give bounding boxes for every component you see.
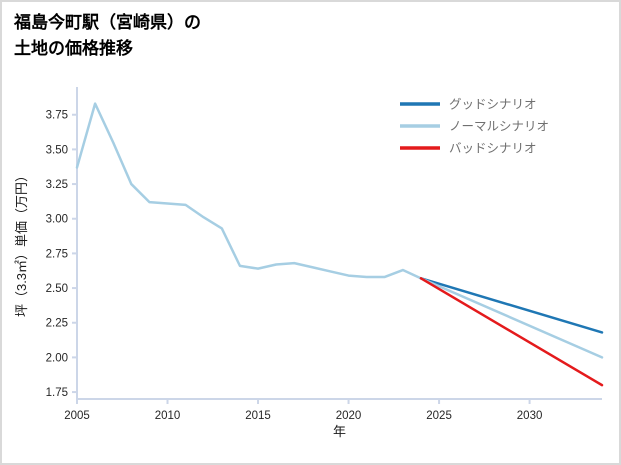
chart-title: 福島今町駅（宮崎県）の 土地の価格推移 [14, 10, 201, 61]
y-tick-label: 2.00 [46, 352, 68, 364]
x-tick-label: 2015 [245, 410, 271, 422]
y-tick-label: 2.25 [46, 318, 68, 330]
y-tick-label: 2.75 [46, 248, 68, 260]
y-axis-title: 坪（3.3㎡）単価（万円） [14, 169, 29, 317]
series-historical [75, 102, 423, 280]
y-tick-label: 3.25 [46, 179, 68, 191]
y-tick-label: 3.75 [46, 110, 68, 122]
x-axis-title: 年 [333, 424, 346, 439]
y-tick-label: 2.50 [46, 283, 68, 295]
chart-title-line1: 福島今町駅（宮崎県）の [14, 13, 201, 32]
x-tick-label: 2010 [155, 410, 181, 422]
legend-label: ノーマルシナリオ [449, 120, 549, 134]
y-tick-label: 1.75 [46, 387, 68, 399]
x-tick-label: 2025 [426, 410, 452, 422]
chart-title-line2: 土地の価格推移 [14, 38, 133, 58]
y-tick-label: 3.50 [46, 144, 68, 156]
x-tick-label: 2005 [64, 410, 90, 422]
series-ノーマルシナリオ [419, 277, 604, 359]
x-tick-label: 2020 [336, 410, 362, 422]
x-tick-label: 2030 [517, 410, 543, 422]
legend-label: バッドシナリオ [449, 142, 537, 156]
series-バッドシナリオ [419, 277, 604, 387]
y-tick-label: 3.00 [46, 214, 68, 226]
legend-label: グッドシナリオ [449, 98, 537, 112]
series-グッドシナリオ [419, 277, 604, 334]
